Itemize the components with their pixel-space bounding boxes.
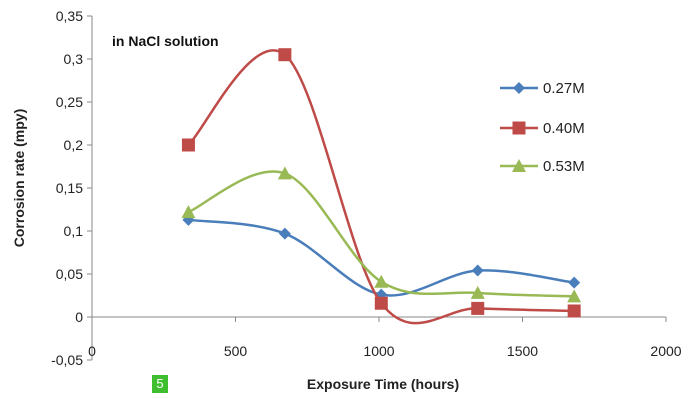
legend-label: 0.40M (543, 120, 585, 137)
data-point-0.53M (277, 166, 292, 180)
data-point-0.27M (278, 227, 291, 240)
y-axis-title: Corrosion rate (mpy) (11, 109, 27, 247)
y-tick-label: 0,25 (56, 94, 83, 110)
legend-marker (512, 121, 526, 135)
chart-annotation: in NaCl solution (112, 33, 219, 49)
legend-item-0.40M: 0.40M (500, 120, 585, 137)
x-tick-label: 0 (88, 343, 96, 359)
y-tick-label: 0,05 (56, 266, 83, 282)
legend: 0.27M 0.40M 0.53M (500, 80, 585, 175)
data-point-0.53M (470, 285, 485, 299)
x-tick-label: 1500 (507, 343, 538, 359)
series-0.53M (181, 166, 582, 303)
y-tick-label: 0,2 (64, 137, 84, 153)
legend-item-0.53M: 0.53M (500, 158, 585, 175)
legend-item-0.27M: 0.27M (500, 80, 585, 97)
y-tick-label: -0,05 (51, 352, 83, 368)
data-point-0.40M (471, 301, 485, 315)
legend-marker (513, 82, 525, 94)
y-tick-label: 0,35 (56, 8, 83, 24)
y-tick-label: 0 (75, 309, 83, 325)
data-point-0.40M (374, 296, 388, 310)
series-layer (181, 48, 582, 325)
data-point-0.40M (181, 138, 195, 152)
data-point-0.40M (567, 304, 581, 318)
series-line-0.53M (187, 170, 575, 298)
data-point-0.53M (567, 289, 582, 303)
data-point-0.27M (568, 276, 581, 289)
legend-label: 0.27M (543, 80, 585, 97)
x-tick-label: 2000 (650, 343, 681, 359)
y-tick-label: 0,15 (56, 180, 83, 196)
x-axis-title: Exposure Time (hours) (307, 376, 459, 392)
y-axis: -0,05 0 0,05 0,1 0,15 0,2 0,25 0,3 0,35 (51, 8, 93, 368)
data-point-0.27M (471, 264, 484, 277)
data-point-0.53M (374, 274, 389, 288)
data-point-0.40M (278, 48, 292, 62)
data-point-0.53M (181, 205, 196, 219)
y-tick-label: 0,1 (64, 223, 84, 239)
legend-marker (512, 159, 526, 172)
legend-label: 0.53M (543, 158, 585, 175)
x-tick-label: 500 (224, 343, 248, 359)
x-axis: 0 500 1000 1500 2000 (88, 316, 682, 359)
page-number-badge: 5 (152, 375, 168, 393)
y-tick-label: 0,3 (64, 51, 84, 67)
x-tick-label: 1000 (363, 343, 394, 359)
